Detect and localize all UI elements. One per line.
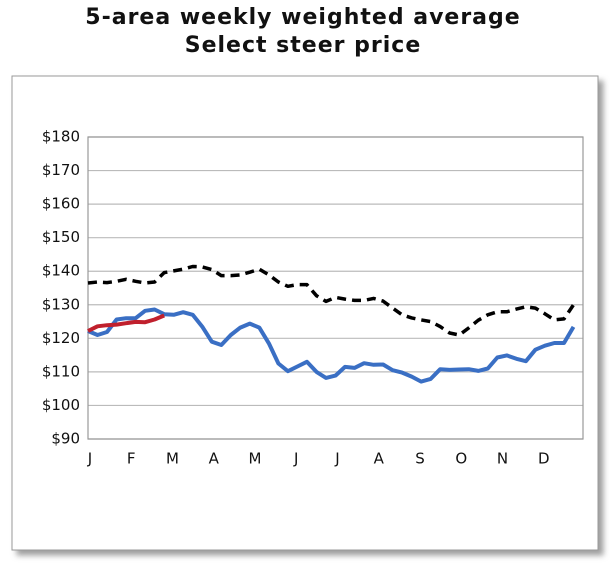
y-tick-label: $170 — [42, 161, 80, 179]
y-tick-label: $180 — [42, 128, 80, 146]
x-tick-label: J — [87, 450, 92, 468]
y-tick-label: $110 — [42, 362, 80, 380]
x-tick-label: F — [127, 450, 136, 468]
y-tick-label: $90 — [51, 430, 80, 448]
x-tick-label: A — [374, 450, 385, 468]
y-tick-label: $100 — [42, 396, 80, 414]
y-tick-label: $130 — [42, 295, 80, 313]
chart-title: 5-area weekly weighted average — [85, 5, 520, 30]
x-tick-label: A — [209, 450, 220, 468]
y-tick-label: $120 — [42, 329, 80, 347]
x-tick-label: M — [166, 450, 179, 468]
chart-subtitle: Select steer price — [185, 33, 422, 58]
x-tick-label: M — [249, 450, 262, 468]
x-tick-label: S — [415, 450, 425, 468]
y-tick-label: $140 — [42, 262, 80, 280]
series-line — [87, 264, 575, 337]
y-tick-label: $160 — [42, 195, 80, 213]
x-tick-label: D — [538, 450, 550, 468]
plot-border — [87, 136, 584, 440]
x-tick-label: O — [455, 450, 467, 468]
y-tick-label: $150 — [42, 228, 80, 246]
x-tick-label: J — [293, 450, 298, 468]
series-line — [87, 313, 165, 333]
x-tick-label: J — [334, 450, 339, 468]
series-line — [87, 307, 576, 384]
chart-frame — [11, 75, 599, 551]
x-tick-label: N — [497, 450, 508, 468]
